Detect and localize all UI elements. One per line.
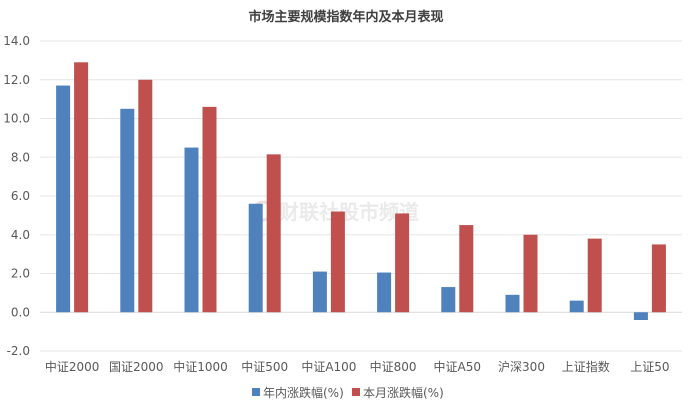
legend-label: 本月涨跌幅(%) — [363, 385, 444, 400]
y-tick-label: 2.0 — [11, 267, 30, 281]
legend-swatch — [252, 388, 260, 396]
bar-mtd — [587, 238, 602, 313]
y-tick-label: 8.0 — [11, 150, 30, 164]
x-category-label: 中证2000 — [45, 359, 100, 374]
x-category-label: 中证800 — [370, 359, 417, 374]
bar-ytd — [505, 294, 520, 313]
x-category-label: 中证A50 — [434, 359, 481, 374]
y-tick-label: 14.0 — [3, 34, 30, 48]
legend-label: 年内涨跌幅(%) — [263, 385, 344, 400]
legend-swatch — [352, 388, 360, 396]
x-category-label: 沪深300 — [498, 360, 545, 374]
bar-ytd — [569, 300, 584, 313]
bar-ytd — [120, 108, 135, 313]
x-category-label: 上证指数 — [562, 359, 610, 374]
x-category-label: 中证500 — [241, 359, 288, 374]
bar-ytd — [56, 85, 71, 313]
bar-ytd — [248, 203, 263, 313]
grid-lines — [40, 40, 682, 352]
y-tick-label: 4.0 — [11, 228, 30, 242]
legend: 年内涨跌幅(%) 本月涨跌幅(%) — [252, 385, 444, 400]
bar-ytd — [184, 147, 199, 313]
y-axis: -2.0 0.0 2.0 4.0 6.0 8.0 10.0 12.0 14.0 — [3, 34, 30, 358]
y-tick-label: 12.0 — [3, 73, 30, 87]
x-category-label: 上证50 — [630, 360, 669, 374]
x-category-label: 中证1000 — [173, 359, 228, 374]
bar-mtd — [202, 106, 217, 313]
bar-mtd — [138, 79, 153, 313]
bar-ytd — [441, 287, 456, 313]
y-tick-label: 10.0 — [3, 112, 30, 126]
bar-mtd — [459, 225, 474, 313]
y-tick-label: -2.0 — [7, 344, 30, 358]
bars — [56, 62, 666, 320]
x-category-label: 国证2000 — [109, 360, 164, 374]
chart-title: 市场主要规模指数年内及本月表现 — [248, 9, 443, 25]
bar-mtd — [266, 154, 281, 313]
bar-mtd — [523, 234, 538, 313]
bar-mtd — [330, 211, 345, 313]
x-category-label: 中证A100 — [301, 359, 356, 374]
bar-ytd — [377, 272, 392, 313]
bar-mtd — [651, 244, 666, 313]
bar-mtd — [395, 213, 410, 313]
x-axis: 中证2000 国证2000 中证1000 中证500 中证A100 中证800 中证A50 沪… — [45, 359, 670, 374]
y-tick-label: 6.0 — [11, 189, 30, 203]
bar-ytd — [633, 312, 648, 320]
bar-mtd — [74, 62, 89, 313]
y-tick-label: 0.0 — [11, 305, 30, 319]
bar-ytd — [312, 271, 327, 313]
